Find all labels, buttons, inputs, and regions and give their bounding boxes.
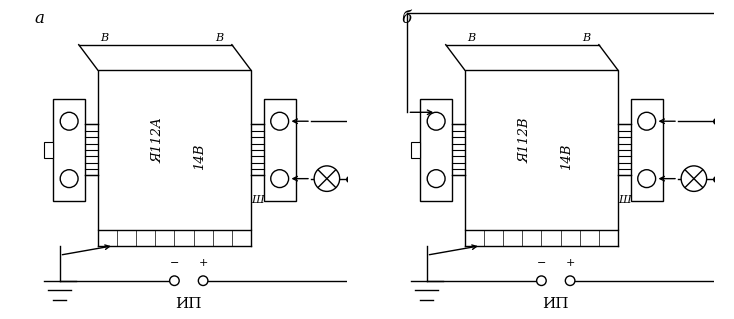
Bar: [465, 70, 618, 230]
Text: Я112А: Я112А: [152, 117, 165, 163]
Bar: [420, 99, 452, 201]
Text: б: б: [401, 10, 411, 26]
Circle shape: [198, 276, 208, 286]
Bar: [98, 70, 251, 230]
Circle shape: [271, 112, 288, 130]
Text: В: В: [215, 33, 223, 43]
Circle shape: [565, 276, 575, 286]
Text: 14В: 14В: [194, 143, 206, 170]
Circle shape: [60, 170, 78, 188]
Text: Ш: Ш: [251, 195, 264, 204]
Circle shape: [314, 166, 340, 191]
Text: В: В: [467, 33, 476, 43]
Circle shape: [271, 170, 288, 188]
Circle shape: [681, 166, 707, 191]
Text: ИП: ИП: [542, 297, 569, 311]
Circle shape: [638, 112, 655, 130]
Circle shape: [427, 112, 445, 130]
Bar: [264, 99, 296, 201]
Text: +: +: [565, 258, 575, 268]
Text: −: −: [170, 258, 179, 268]
Text: +: +: [198, 258, 208, 268]
Text: В: В: [582, 33, 590, 43]
Bar: [43, 142, 53, 158]
Circle shape: [60, 112, 78, 130]
Text: Ш: Ш: [618, 195, 631, 204]
Text: −: −: [537, 258, 546, 268]
Circle shape: [427, 170, 445, 188]
Text: a: a: [34, 10, 44, 26]
Circle shape: [170, 276, 179, 286]
Bar: [410, 142, 420, 158]
Text: ИП: ИП: [175, 297, 202, 311]
Text: В: В: [100, 33, 109, 43]
Text: Я112В: Я112В: [519, 117, 532, 163]
Circle shape: [638, 170, 655, 188]
Bar: [631, 99, 663, 201]
Bar: [53, 99, 85, 201]
Text: 14В: 14В: [561, 143, 573, 170]
Circle shape: [537, 276, 546, 286]
